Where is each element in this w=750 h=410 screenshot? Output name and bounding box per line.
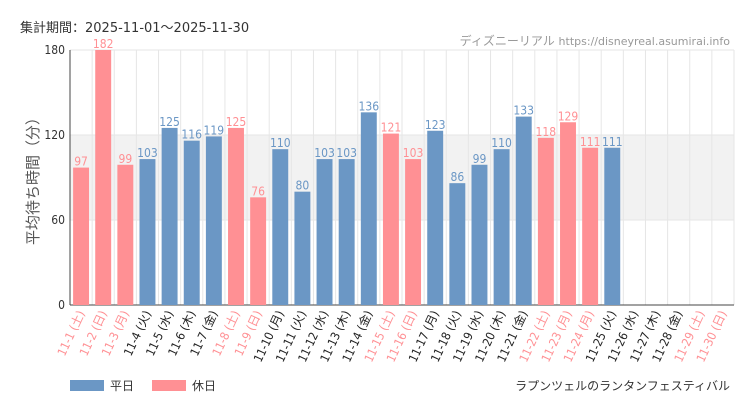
bar-value-label: 99 — [118, 152, 132, 166]
bar-value-label: 125 — [226, 115, 247, 129]
legend-weekday: 平日 — [70, 377, 134, 394]
bar-value-label: 111 — [602, 135, 623, 149]
bar-value-label: 111 — [580, 135, 601, 149]
legend-holiday-swatch — [152, 380, 187, 391]
bar-value-label: 103 — [403, 146, 424, 160]
source-name: ディズニーリアル — [459, 34, 555, 48]
bar — [183, 140, 200, 305]
legend-weekday-swatch — [70, 380, 104, 391]
bar — [338, 159, 355, 305]
bar — [493, 149, 510, 305]
bar-value-label: 136 — [358, 99, 379, 113]
bar — [471, 164, 488, 305]
bar — [427, 130, 444, 305]
bar — [560, 122, 576, 305]
legend-holiday: 休日 — [152, 377, 216, 394]
bar-value-label: 110 — [270, 136, 291, 150]
bar-value-label: 182 — [93, 37, 114, 51]
bar — [382, 133, 399, 305]
bar — [161, 127, 178, 306]
bar — [250, 197, 267, 305]
bar — [205, 136, 222, 305]
bar-value-label: 86 — [450, 170, 464, 184]
bar — [316, 159, 333, 305]
bar-value-label: 125 — [159, 115, 180, 129]
bar — [515, 116, 532, 305]
legend-holiday-label: 休日 — [192, 379, 217, 393]
source-url[interactable]: https://disneyreal.asumirai.info — [558, 35, 730, 48]
legend: 平日 休日 — [70, 377, 216, 394]
bar-value-label: 118 — [536, 125, 557, 139]
bar — [139, 159, 156, 305]
bar — [95, 50, 112, 305]
bar — [405, 159, 422, 305]
bar-value-label: 123 — [425, 118, 446, 132]
bar — [604, 147, 621, 305]
bar — [73, 167, 90, 305]
legend-weekday-label: 平日 — [110, 379, 135, 393]
bar — [272, 149, 289, 305]
bar-value-label: 103 — [314, 146, 335, 160]
y-axis-label: 平均待ち時間（分） — [24, 110, 42, 245]
bar — [117, 164, 134, 305]
bar-value-label: 103 — [137, 146, 158, 160]
period-label: 集計期間：2025-11-01～2025-11-30 — [20, 21, 250, 36]
bar — [360, 112, 377, 305]
bar — [449, 183, 466, 305]
bar — [537, 137, 554, 305]
bar-value-label: 116 — [181, 128, 202, 142]
bar-value-label: 99 — [473, 152, 487, 166]
bar-value-label: 121 — [381, 121, 402, 135]
bar-value-label: 129 — [558, 109, 579, 123]
bar-value-label: 76 — [251, 184, 265, 198]
bar — [294, 191, 311, 305]
bar — [228, 127, 244, 306]
bar-value-label: 97 — [74, 155, 88, 169]
attraction-caption: ラプンツェルのランタンフェスティバル — [515, 379, 730, 393]
bar-value-label: 110 — [491, 136, 512, 150]
bar — [582, 147, 599, 305]
bar-value-label: 80 — [296, 179, 310, 193]
source-credit[interactable]: ディズニーリアル https://disneyreal.asumirai.inf… — [460, 32, 730, 49]
bar-value-label: 103 — [336, 146, 357, 160]
bar-value-label: 133 — [513, 104, 534, 118]
y-tick-label: 120 — [44, 128, 65, 142]
y-tick-label: 180 — [44, 43, 65, 57]
bar-value-label: 119 — [204, 123, 225, 137]
y-tick-label: 60 — [51, 213, 65, 227]
y-tick-label: 0 — [58, 298, 65, 312]
